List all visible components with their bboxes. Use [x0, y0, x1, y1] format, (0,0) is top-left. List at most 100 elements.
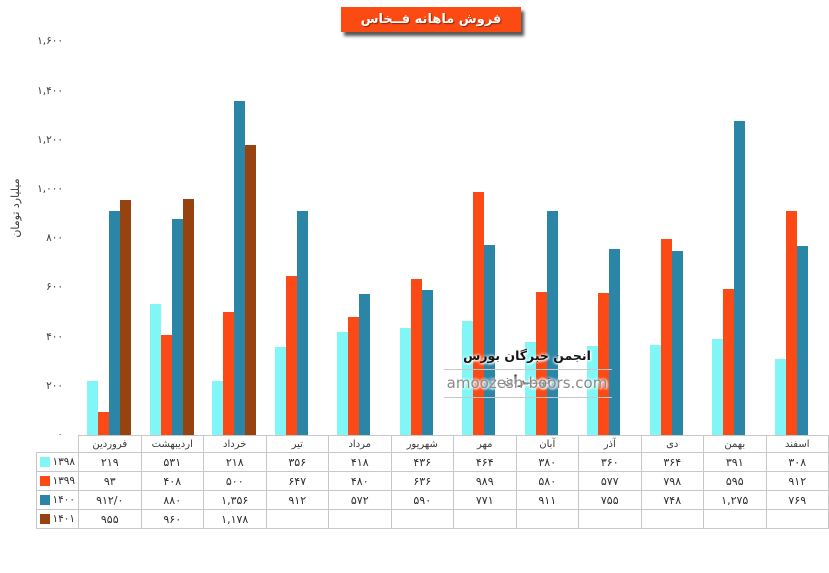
bar-۱۴۰۰-دی [671, 250, 683, 435]
y-tick-label: ۶۰۰ [46, 281, 63, 294]
value-cell: ۳۹۱ [703, 452, 767, 472]
bar-۱۳۹۹-آذر [598, 293, 610, 435]
month-header-cell: مرداد [328, 435, 392, 453]
value-cell: ۴۰۸ [140, 471, 204, 491]
chart-title: فروش ماهانه فــخاس [341, 7, 521, 32]
value-cell: ۹۱۲ [765, 471, 829, 491]
value-cell: ۱,۱۷۸ [203, 509, 267, 529]
bar-۱۴۰۰-فروردین [109, 210, 121, 435]
value-cell: ۹۸۹ [453, 471, 517, 491]
watermark-site-text: amoozesh-boors.com [446, 374, 608, 392]
y-tick-label: ۱,۴۰۰ [37, 84, 63, 97]
value-cell: ۹۱۲ [265, 490, 329, 510]
bar-۱۳۹۸-خرداد [212, 381, 223, 435]
bar-۱۴۰۰-خرداد [234, 101, 246, 435]
value-cell: ۷۶۹ [765, 490, 829, 510]
month-header-cell: اسفند [765, 435, 829, 453]
bar-۱۳۹۸-آبان [524, 341, 536, 435]
legend-cell: ۱۴۰۰ [36, 490, 79, 510]
value-cell [640, 509, 704, 529]
bar-۱۳۹۸-فروردین [87, 381, 98, 435]
month-header-cell: فروردین [78, 435, 142, 453]
value-cell: ۲۱۸ [203, 452, 267, 472]
bar-۱۳۹۸-شهریور [399, 327, 411, 435]
month-header-cell: آذر [578, 435, 642, 453]
bar-۱۴۰۰-آبان [546, 210, 558, 435]
value-cell [390, 509, 454, 529]
bar-۱۳۹۸-آذر [587, 346, 598, 435]
table-row-۱۳۹۸: ۱۳۹۸ ۲۱۹ ۵۳۱ ۲۱۸ ۳۵۶ ۴۱۸ ۴۳۶ ۴۶۴ ۳۸۰ ۳۶۰ ۳۶۴ ۳۹۱ ۳۰۸ [36, 452, 829, 472]
value-cell: ۴۳۶ [390, 452, 454, 472]
bar-۱۴۰۰-اردیبهشت [171, 218, 183, 435]
watermark-divider-top [444, 369, 612, 370]
bar-۱۳۹۸-دی [649, 345, 661, 435]
table-corner-cell [37, 436, 79, 453]
value-cell: ۳۸۰ [515, 452, 579, 472]
data-table: فروردین اردیبهشت خرداد تیر مرداد شهریور مهر آبا… [36, 435, 829, 529]
bar-۱۳۹۹-تیر [285, 275, 297, 435]
value-cell: ۷۴۸ [640, 490, 704, 510]
bar-۱۳۹۹-دی [660, 238, 672, 435]
value-cell: ۵۷۲ [328, 490, 392, 510]
y-tick-label: ۲۰۰ [46, 379, 63, 392]
value-cell: ۱,۳۵۶ [203, 490, 267, 510]
bar-۱۴۰۰-اسفند [796, 245, 808, 435]
value-cell: ۳۶۰ [578, 452, 642, 472]
value-cell [265, 509, 329, 529]
y-tick-label: ۱,۲۰۰ [37, 133, 63, 146]
value-cell: ۳۰۸ [765, 452, 829, 472]
bar-۱۴۰۰-آذر [609, 249, 621, 435]
watermark-divider-bottom [444, 397, 612, 398]
value-cell [515, 509, 579, 529]
legend-year-label: ۱۴۰۱ [52, 513, 75, 525]
value-cell: ۳۵۶ [265, 452, 329, 472]
legend-cell: ۱۴۰۱ [36, 509, 79, 529]
bar-۱۳۹۸-مهر [462, 320, 473, 435]
y-tick-label: ۱,۶۰۰ [37, 35, 63, 48]
value-cell: ۲۱۹ [78, 452, 142, 472]
y-tick-label: ۱,۰۰۰ [37, 183, 63, 195]
value-cell: ۵۹۵ [703, 471, 767, 491]
month-header-cell: خرداد [203, 435, 267, 453]
value-cell: ۴۸۰ [328, 471, 392, 491]
value-cell: ۵۹۰ [390, 490, 454, 510]
value-cell: ۱,۲۷۵ [703, 490, 767, 510]
month-header-cell: مهر [453, 435, 517, 453]
value-cell: ۷۹۸ [640, 471, 704, 491]
bar-۱۳۹۸-بهمن [712, 338, 723, 435]
bar-۱۳۹۹-مهر [473, 191, 485, 435]
value-cell: ۵۳۱ [140, 452, 204, 472]
month-header-cell: تیر [265, 435, 329, 453]
legend-swatch [40, 476, 50, 486]
bar-۱۳۹۹-اردیبهشت [160, 334, 172, 435]
month-header-cell: دی [640, 435, 704, 453]
bar-۱۴۰۰-مهر [484, 245, 496, 435]
bar-۱۴۰۰-بهمن [734, 121, 746, 435]
bar-۱۳۹۸-مرداد [337, 332, 348, 435]
legend-swatch [40, 514, 50, 524]
value-cell [703, 509, 767, 529]
value-cell: ۹۳ [78, 471, 142, 491]
value-cell: ۴۶۴ [453, 452, 517, 472]
month-header-cell: آبان [515, 435, 579, 453]
bar-۱۳۹۹-فروردین [98, 412, 110, 435]
bar-۱۴۰۰-شهریور [421, 289, 433, 435]
y-tick-label: ۴۰۰ [46, 330, 63, 343]
bar-۱۴۰۰-تیر [296, 210, 308, 435]
bar-۱۳۹۹-آبان [535, 292, 547, 435]
watermark-org-text: انجمن خبرگان بورس تهـــران [463, 348, 591, 387]
bar-۱۳۹۸-اسفند [774, 359, 786, 435]
y-axis-title: میلیارد تومان [9, 178, 22, 238]
value-cell: ۷۵۵ [578, 490, 642, 510]
month-header-cell: اردیبهشت [140, 435, 204, 453]
legend-cell: ۱۳۹۹ [36, 471, 79, 491]
y-tick-label: ۸۰۰ [46, 232, 63, 245]
value-cell [578, 509, 642, 529]
value-cell [453, 509, 517, 529]
bar-۱۳۹۹-شهریور [410, 278, 422, 435]
value-cell: ۹۱۱ [515, 490, 579, 510]
value-cell: ۶۳۶ [390, 471, 454, 491]
value-cell: ۹۵۵ [78, 509, 142, 529]
bar-۱۴۰۰-مرداد [359, 294, 371, 435]
